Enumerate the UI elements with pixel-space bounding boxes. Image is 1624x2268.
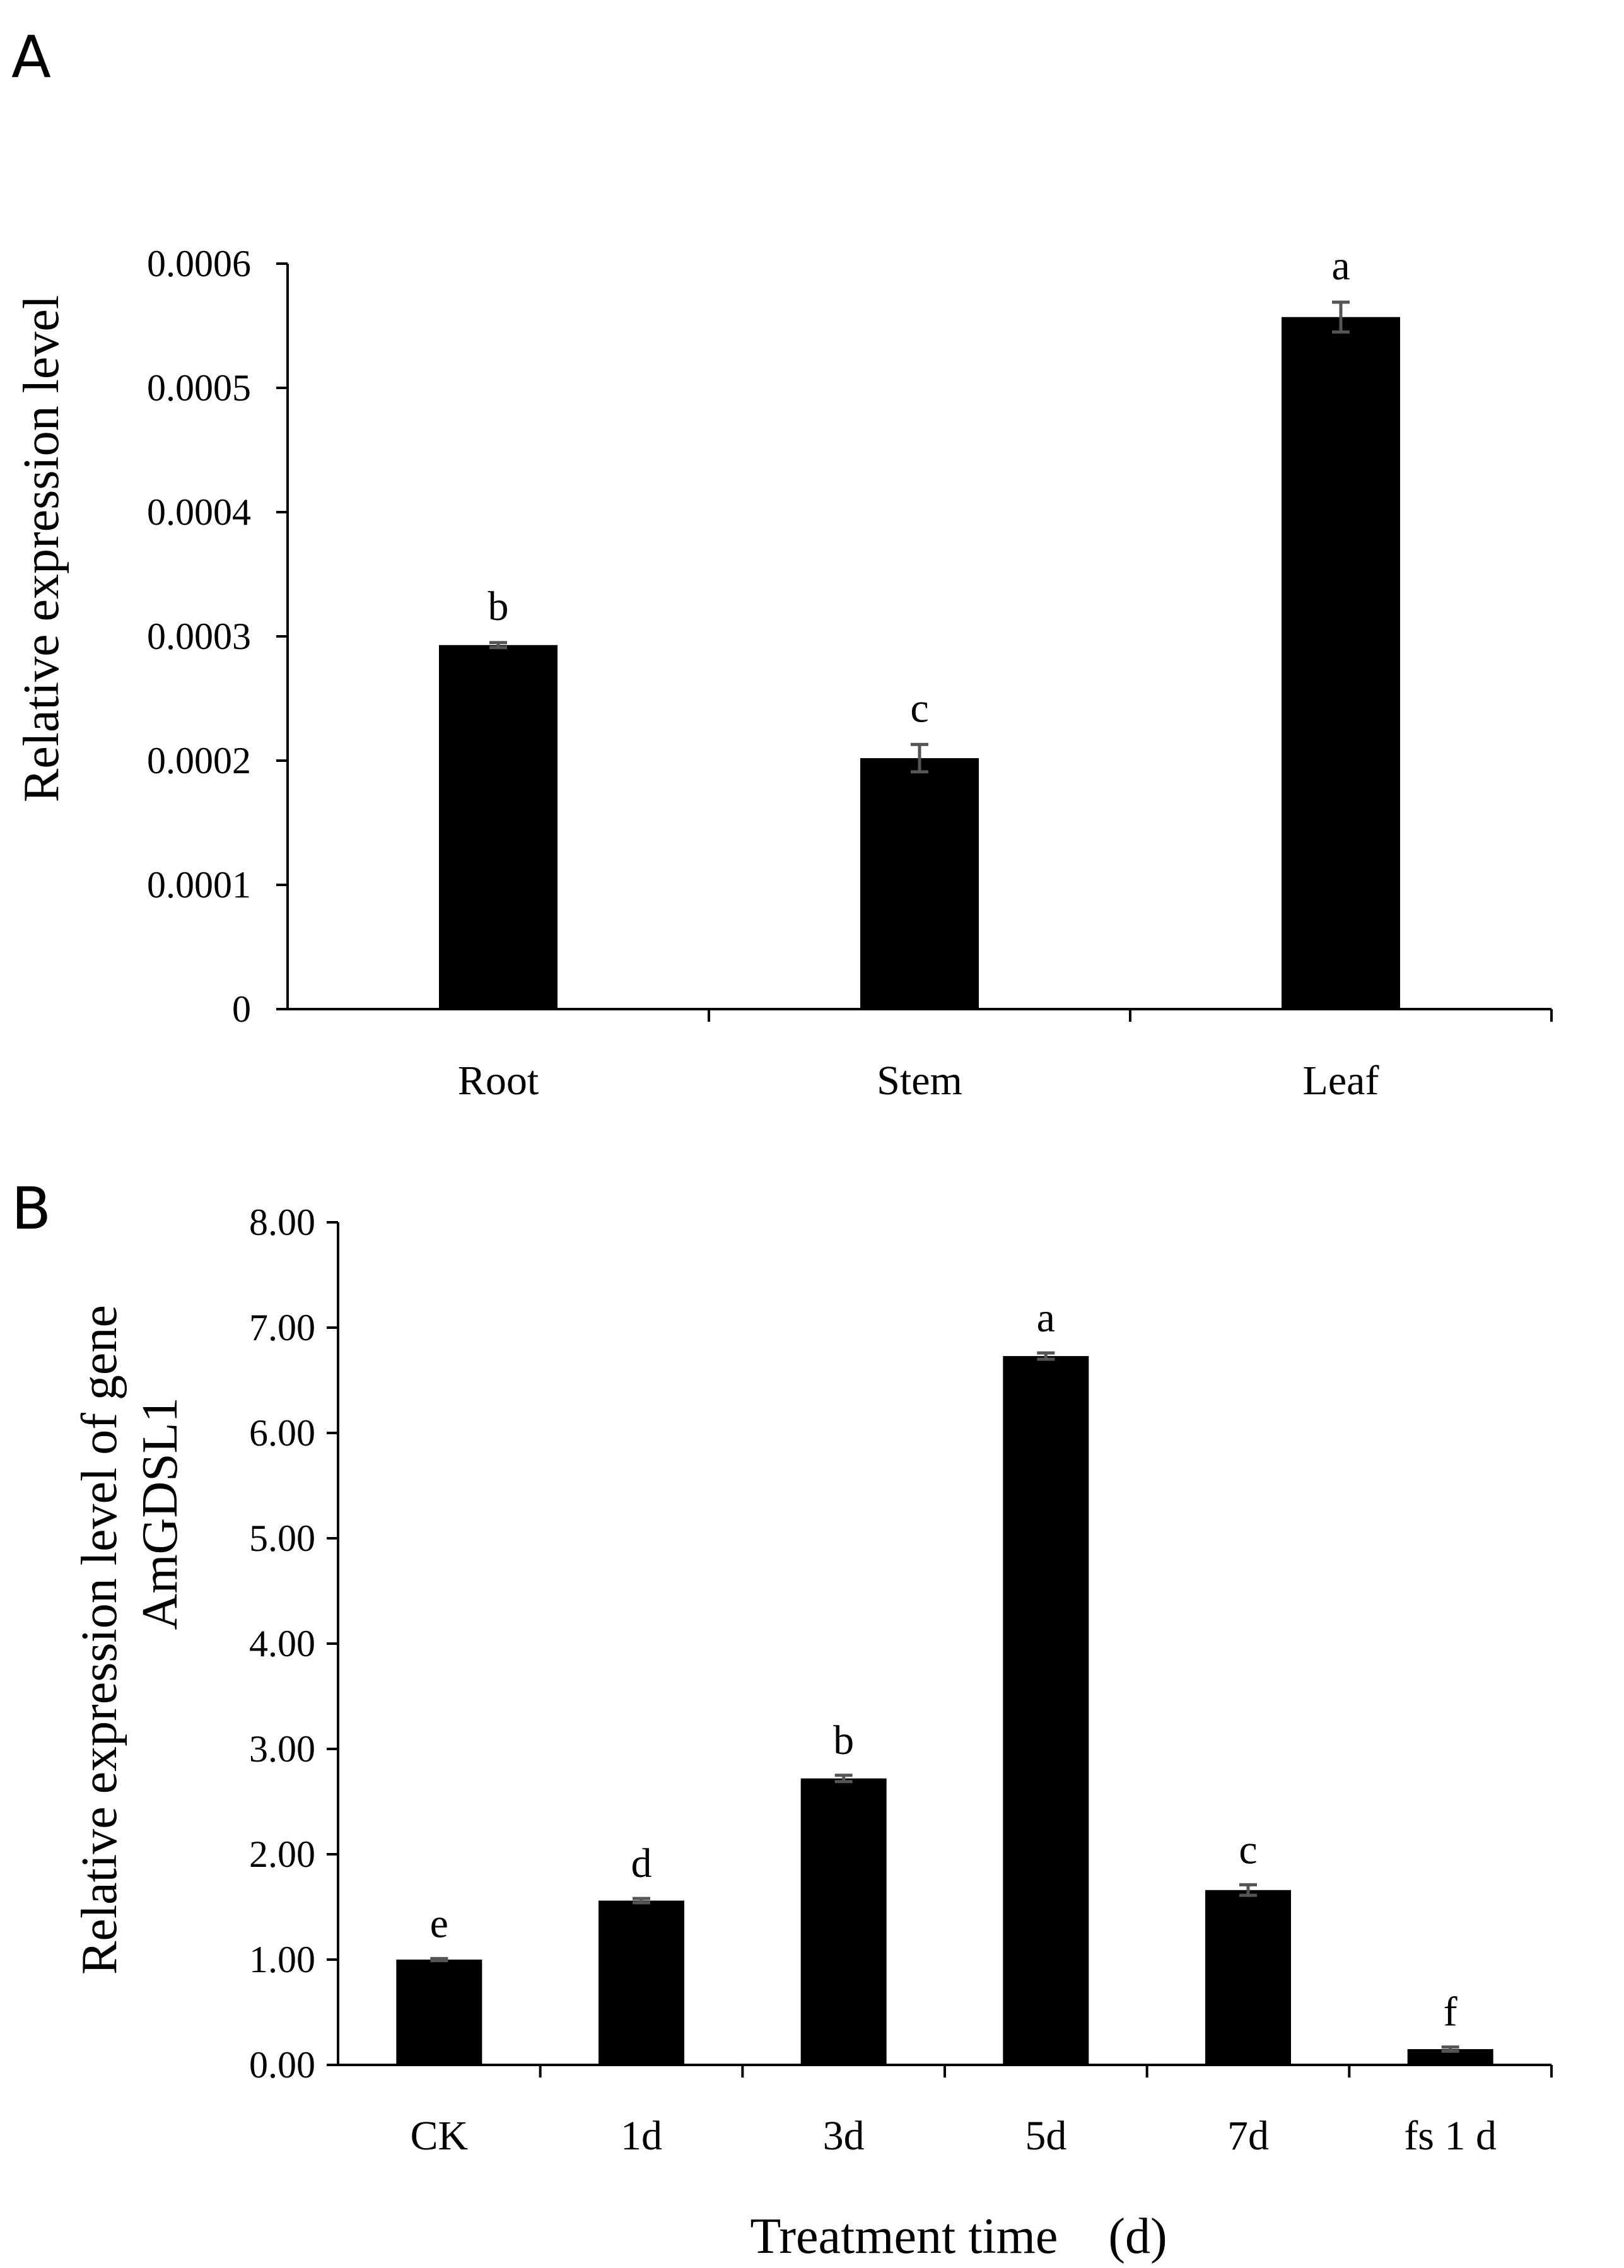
panel-b-letter: B	[11, 1175, 51, 1242]
a-x-tick-label-1: Stem	[877, 1058, 962, 1104]
a-y-tick-label: 0	[232, 988, 251, 1030]
a-significance-label-0: b	[488, 583, 509, 629]
b-bar-0	[396, 1960, 482, 2065]
a-significance-label-2: a	[1331, 243, 1350, 289]
b-y-tick-label: 2.00	[249, 1833, 315, 1875]
b-significance-label-0: e	[430, 1900, 448, 1946]
b-significance-label-3: a	[1037, 1295, 1055, 1341]
a-y-tick-label: 0.0003	[147, 616, 251, 657]
panel-b: B Relative expression level of gene AmGD…	[11, 1175, 1553, 2264]
b-x-tick-label-2: 3d	[823, 2113, 865, 2159]
b-y-tick-label: 4.00	[249, 1623, 315, 1664]
a-bar-0	[439, 645, 558, 1009]
b-x-tick-label-5: fs 1 d	[1404, 2113, 1497, 2159]
b-x-tick-label-0: CK	[410, 2113, 468, 2159]
b-significance-label-5: f	[1444, 1989, 1458, 2035]
panel-b-x-tick-labels: CK 1d 3d 5d 7d fs 1 d	[410, 2113, 1497, 2159]
panel-a-y-axis-title: Relative expression level	[14, 295, 69, 802]
b-y-tick-label: 1.00	[249, 1939, 315, 1980]
a-y-tick-label: 0.0002	[147, 740, 251, 781]
b-bar-3	[1003, 1356, 1089, 2065]
b-bar-2	[800, 1778, 887, 2065]
b-x-tick-label-3: 5d	[1025, 2113, 1066, 2159]
b-x-tick-label-1: 1d	[621, 2113, 662, 2159]
panel-b-y-axis-title-line2: AmGDSL1	[132, 1398, 188, 1630]
a-y-tick-label: 0.0004	[147, 491, 251, 533]
panel-a-letter: A	[11, 23, 51, 91]
b-y-tick-label: 7.00	[249, 1307, 315, 1348]
b-y-tick-label: 5.00	[249, 1517, 315, 1559]
a-x-tick-label-2: Leaf	[1303, 1058, 1379, 1104]
b-y-tick-label: 8.00	[249, 1201, 315, 1243]
panel-a-y-ticks: 0 0.0001 0.0002 0.0003 0.0004 0.0005 0.0006	[147, 243, 288, 1030]
b-significance-label-1: d	[631, 1840, 652, 1886]
b-significance-label-4: c	[1239, 1827, 1257, 1873]
b-bar-1	[599, 1900, 684, 2065]
b-y-tick-label: 6.00	[249, 1412, 315, 1454]
a-significance-label-1: c	[910, 685, 928, 731]
b-y-tick-label: 0.00	[249, 2044, 315, 2086]
panel-b-bars: e d b a c f	[396, 1295, 1493, 2065]
panel-a: A Relative expression level 0 0.0001 0.000…	[11, 23, 1553, 1104]
b-significance-label-2: b	[833, 1717, 854, 1763]
a-y-tick-label: 0.0001	[147, 864, 251, 906]
panel-b-axes	[337, 1222, 1553, 2078]
a-y-tick-label: 0.0005	[147, 367, 251, 409]
a-bar-1	[860, 758, 979, 1009]
a-bar-2	[1282, 317, 1400, 1010]
panel-b-x-axis-title: Treatment time (d)	[750, 2209, 1167, 2264]
a-y-tick-label: 0.0006	[147, 243, 251, 284]
b-y-tick-label: 3.00	[249, 1728, 315, 1770]
b-bar-4	[1205, 1890, 1291, 2065]
panel-b-y-ticks: 0.00 1.00 2.00 3.00 4.00 5.00 6.00 7.00 8.00	[249, 1201, 338, 2086]
b-x-tick-label-4: 7d	[1227, 2113, 1269, 2159]
panel-a-bars: b c a	[439, 243, 1400, 1010]
panel-b-y-axis-title-line1: Relative expression level of gene	[72, 1305, 127, 1975]
panel-a-x-tick-labels: Root Stem Leaf	[458, 1058, 1379, 1104]
a-x-tick-label-0: Root	[458, 1058, 539, 1104]
